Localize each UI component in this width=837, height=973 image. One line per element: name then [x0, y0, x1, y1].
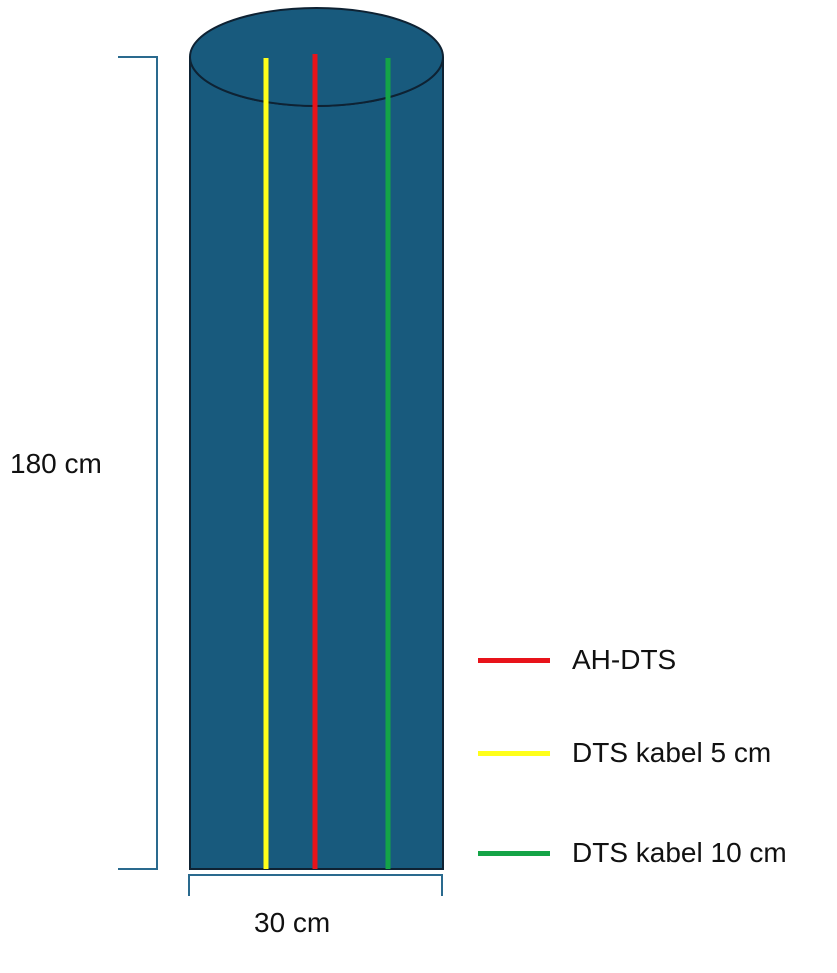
legend-swatch-red	[478, 657, 550, 663]
legend-label: AH-DTS	[572, 644, 677, 675]
width-bracket	[188, 874, 443, 896]
legend-label: DTS kabel 10 cm	[572, 837, 787, 868]
legend-label: DTS kabel 5 cm	[572, 737, 772, 768]
legend-swatch-yellow	[478, 750, 550, 756]
legend-item-ah-dts: AH-DTS	[478, 643, 676, 677]
height-bracket	[118, 56, 158, 870]
legend-swatch-green	[478, 850, 550, 856]
width-dimension-label: 30 cm	[254, 907, 331, 938]
legend-item-dts-10cm: DTS kabel 10 cm	[478, 836, 787, 870]
height-dimension-label: 180 cm	[10, 448, 102, 479]
legend-item-dts-5cm: DTS kabel 5 cm	[478, 736, 771, 770]
